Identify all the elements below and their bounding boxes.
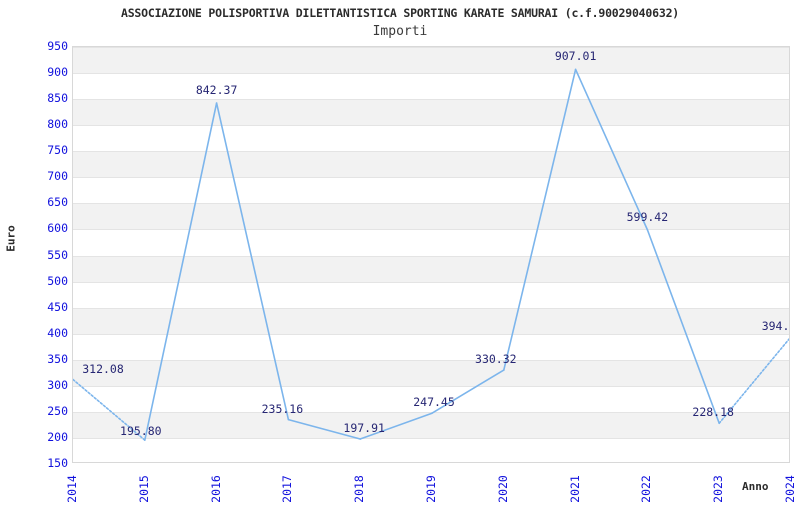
- plot-area: 312.08 195.80 842.37 235.16 197.91 247.45 330.…: [72, 46, 790, 463]
- gridline: [73, 386, 789, 387]
- gridline: [73, 151, 789, 152]
- gridline: [73, 99, 789, 100]
- data-point-label: 394.1: [761, 318, 790, 333]
- y-axis-title: Euro: [4, 225, 18, 252]
- series-segment: [574, 68, 649, 231]
- series-segment: [718, 337, 789, 425]
- x-tick-label: 2015: [136, 475, 151, 503]
- data-point-label: 599.42: [626, 209, 669, 224]
- x-tick-label: 2023: [711, 475, 726, 503]
- y-tick-label: 850: [47, 91, 68, 106]
- data-point-label: 842.37: [195, 83, 238, 98]
- data-point-label: 312.08: [82, 361, 124, 376]
- series-segment: [287, 418, 362, 440]
- gridline: [73, 125, 789, 126]
- gridline: [73, 334, 789, 335]
- x-tick-label: 2021: [567, 475, 582, 503]
- y-tick-label: 750: [47, 143, 68, 158]
- gridline: [73, 203, 789, 204]
- data-point-label: 330.32: [475, 352, 517, 366]
- gridline: [73, 282, 789, 283]
- x-tick-label: 2022: [639, 475, 654, 503]
- grid-band: [73, 151, 789, 178]
- series-line-importi: [73, 68, 789, 441]
- series-segment: [73, 378, 146, 441]
- grid-band: [73, 255, 789, 282]
- x-axis-title: Anno: [742, 480, 769, 493]
- y-tick-label: 550: [47, 247, 68, 262]
- grid-band: [73, 411, 789, 438]
- gridline: [73, 73, 789, 74]
- y-tick-label: 350: [47, 351, 68, 366]
- grid-band: [73, 47, 789, 74]
- y-tick-label: 950: [47, 39, 68, 53]
- gridline: [73, 47, 789, 48]
- chart-title: ASSOCIAZIONE POLISPORTIVA DILETTANTISTIC…: [120, 6, 680, 20]
- data-point-label: 247.45: [413, 395, 455, 410]
- series-segment: [215, 102, 290, 421]
- y-tick-label: 800: [47, 117, 68, 132]
- data-point-label: 195.80: [120, 424, 162, 439]
- x-tick-label: 2014: [65, 475, 79, 503]
- y-tick-label: 150: [47, 456, 68, 470]
- y-tick-label: 500: [47, 273, 68, 288]
- x-axis: 2014 2015 2016 2017 2018 2019 2020 2021 2022 2023…: [65, 464, 797, 503]
- series-segment: [646, 228, 721, 425]
- data-point-label: 235.16: [261, 401, 304, 416]
- data-point-label: 907.01: [554, 49, 597, 64]
- series-segment: [502, 68, 577, 371]
- y-tick-label: 250: [47, 403, 68, 418]
- gridline: [73, 308, 789, 309]
- gridline: [73, 256, 789, 257]
- grid-band: [73, 359, 789, 386]
- x-tick-label: 2017: [280, 475, 295, 503]
- x-tick-label: 2016: [208, 475, 223, 503]
- series-segment: [431, 369, 505, 415]
- y-tick-label: 400: [47, 325, 68, 340]
- y-tick-label: 900: [47, 65, 68, 80]
- grid-band: [73, 99, 789, 126]
- gridline: [73, 438, 789, 439]
- series-segment: [359, 412, 433, 440]
- gridline: [73, 360, 789, 361]
- data-point-label: 197.91: [343, 421, 385, 436]
- x-tick-label: 2020: [495, 475, 510, 503]
- grid-band: [73, 307, 789, 334]
- chart-container: ASSOCIAZIONE POLISPORTIVA DILETTANTISTIC…: [4, 6, 798, 503]
- chart-subtitle: Importi: [372, 24, 428, 39]
- y-tick-label: 200: [47, 429, 68, 444]
- data-point-label: 228.18: [692, 405, 734, 420]
- y-axis: 950 900 850 800 750 700 650 600 550 500 450 400 350 3…: [16, 40, 68, 469]
- y-tick-label: 700: [47, 169, 68, 184]
- y-tick-label: 650: [47, 195, 68, 210]
- y-tick-label: 300: [47, 377, 68, 392]
- gridline: [73, 177, 789, 178]
- x-tick-label: 2018: [352, 475, 367, 503]
- y-tick-label: 600: [47, 221, 68, 236]
- y-tick-label: 450: [47, 299, 68, 314]
- x-tick-label: 2019: [424, 475, 438, 503]
- x-tick-label: 2024: [783, 475, 797, 503]
- gridline: [73, 412, 789, 413]
- gridline: [73, 229, 789, 230]
- series-segment: [144, 102, 218, 441]
